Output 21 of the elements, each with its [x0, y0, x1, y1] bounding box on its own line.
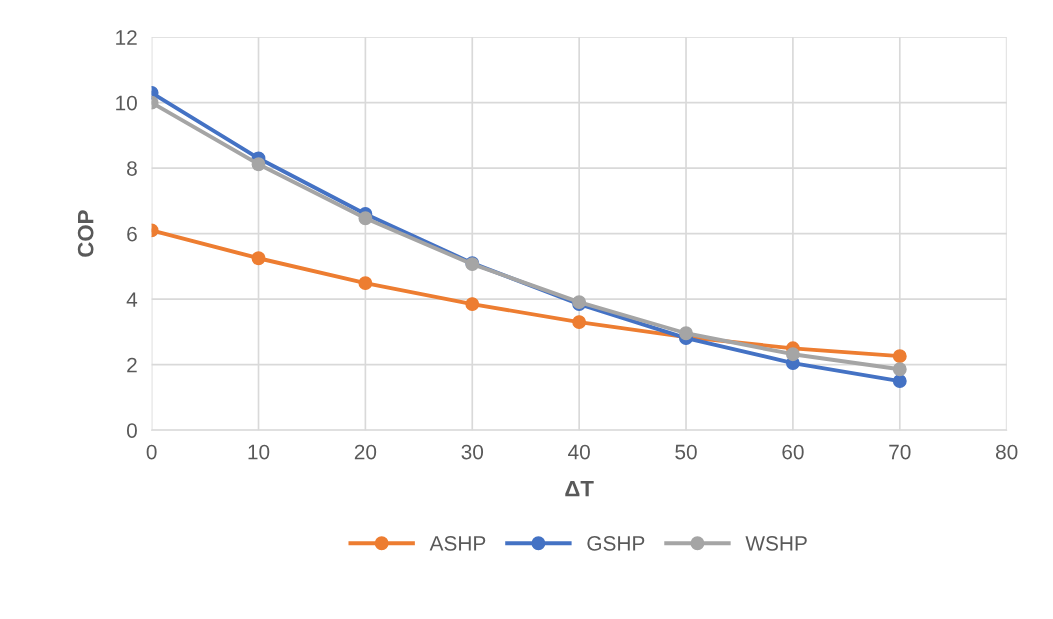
- x-tick-label: 80: [995, 444, 1018, 460]
- y-tick-label: 6: [127, 226, 137, 242]
- x-tick-label: 50: [675, 444, 697, 460]
- y-tick-label: 2: [127, 357, 137, 373]
- legend-label: WSHP: [745, 535, 807, 551]
- x-tick-label: 30: [461, 444, 484, 460]
- x-tick-label: 60: [782, 444, 804, 460]
- y-axis-title: COP: [77, 210, 94, 257]
- x-axis-title: ΔT: [565, 481, 594, 497]
- x-tick-label: 40: [568, 444, 590, 460]
- y-tick-label: 12: [116, 30, 137, 45]
- y-tick-label: 0: [126, 423, 137, 438]
- x-tick-label: 70: [889, 444, 911, 460]
- legend-label: GSHP: [587, 535, 645, 551]
- y-tick-label: 8: [127, 161, 137, 176]
- x-tick-label: 10: [248, 444, 270, 460]
- x-tick-label: 0: [146, 444, 157, 460]
- y-tick-label: 10: [116, 95, 137, 111]
- legend-label: ASHP: [429, 535, 486, 551]
- x-tick-label: 20: [354, 444, 377, 460]
- y-tick-label: 4: [126, 292, 138, 307]
